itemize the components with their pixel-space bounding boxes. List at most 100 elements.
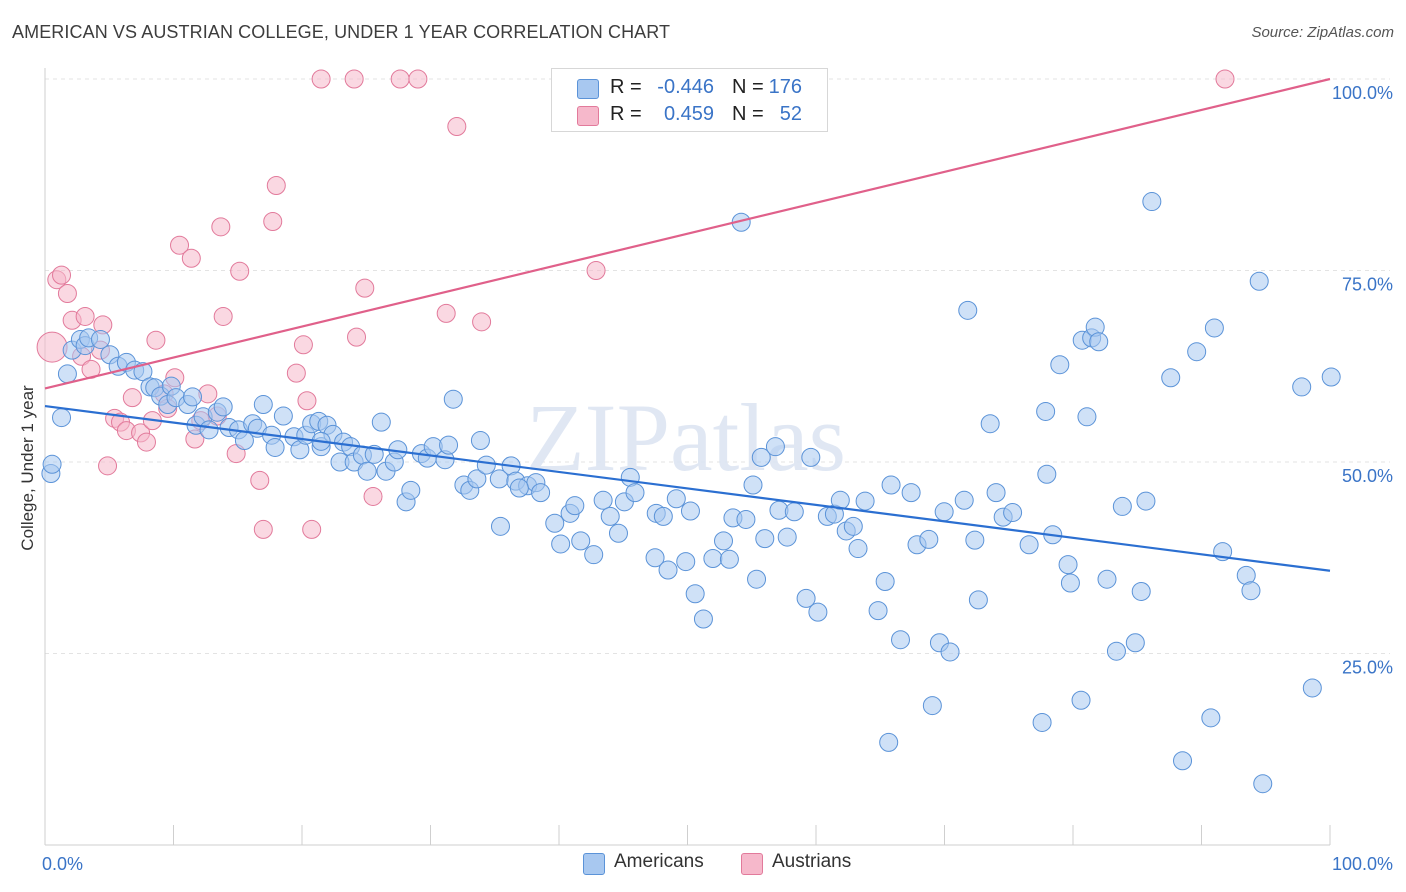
legend-n-label: N =	[732, 76, 764, 98]
americans-point	[1097, 569, 1117, 589]
americans-point	[470, 431, 490, 451]
americans-point	[1071, 690, 1091, 710]
americans-point	[968, 590, 988, 610]
americans-point	[183, 387, 202, 407]
americans-point	[1241, 581, 1261, 601]
americans-point	[565, 496, 585, 516]
americans-point	[919, 529, 939, 549]
americans-point	[934, 502, 954, 522]
americans-point	[42, 454, 62, 474]
americans-point	[1292, 377, 1312, 397]
austrians-point	[311, 69, 331, 89]
austrians-trend-line	[44, 77, 1331, 390]
americans-point	[1050, 355, 1070, 375]
americans-point	[743, 475, 763, 495]
austrians-point	[230, 261, 250, 281]
austrians-point	[436, 303, 456, 323]
americans-point	[719, 549, 739, 569]
americans-point	[843, 516, 863, 536]
americans-point	[645, 548, 665, 568]
americans-swatch	[577, 79, 599, 99]
americans-point	[714, 531, 733, 551]
americans-point	[401, 480, 421, 500]
americans-point	[830, 490, 850, 510]
y-axis-label: College, Under 1 year	[18, 385, 37, 551]
legend-row-austrians: R = 0.459 N = 52	[552, 101, 827, 129]
americans-point	[676, 552, 696, 572]
austrians-point	[408, 69, 428, 89]
americans-point	[954, 490, 974, 510]
americans-point	[685, 584, 705, 604]
legend-r-label: R =	[610, 103, 642, 125]
austrians-point	[75, 306, 95, 326]
austrians-point	[1215, 69, 1235, 89]
americans-point	[443, 389, 463, 409]
legend-r-value: 0.459	[663, 103, 714, 125]
austrians-point	[263, 211, 283, 231]
legend-n-value: 176	[768, 76, 802, 98]
americans-point	[1253, 774, 1273, 794]
americans-point	[922, 696, 942, 716]
stats-legend: R = -0.446 N = 176 R = 0.459 N = 52	[551, 68, 828, 132]
americans-point	[980, 414, 1000, 434]
americans-point	[509, 478, 529, 498]
americans-point	[608, 523, 628, 543]
austrians-point	[98, 456, 118, 476]
americans-point	[357, 461, 377, 481]
americans-legend-label: Americans	[614, 851, 704, 872]
americans-point	[765, 437, 785, 457]
chart-title: AMERICAN VS AUSTRIAN COLLEGE, UNDER 1 YE…	[12, 22, 671, 42]
austrians-point	[297, 391, 317, 411]
americans-point	[467, 469, 487, 489]
y-tick-label: 75.0%	[1342, 275, 1393, 295]
americans-point	[1058, 555, 1078, 575]
austrians-point	[390, 69, 410, 89]
americans-point	[371, 412, 391, 432]
austrians-point	[52, 265, 72, 285]
americans-point	[571, 531, 591, 551]
austrians-point	[250, 470, 270, 490]
americans-point	[801, 447, 821, 467]
americans-point	[868, 601, 888, 621]
americans-point	[90, 329, 110, 349]
austrians-point	[198, 384, 218, 404]
americans-point	[1032, 712, 1052, 732]
americans-point	[531, 483, 551, 503]
americans-point	[253, 395, 273, 415]
americans-point	[1131, 581, 1151, 601]
americans-point	[584, 545, 604, 565]
austrians-point	[363, 486, 383, 506]
americans-point	[653, 506, 673, 526]
americans-point	[1106, 641, 1126, 661]
americans-point	[1204, 318, 1224, 338]
americans-point	[1089, 332, 1109, 352]
americans-point	[666, 489, 686, 509]
x-tick-label-end: 100.0%	[1332, 854, 1393, 874]
austrians-point	[472, 312, 492, 332]
americans-point	[1187, 342, 1207, 362]
americans-point	[199, 420, 219, 440]
americans-point	[1019, 535, 1039, 555]
americans-point	[879, 732, 899, 752]
americans-point	[490, 516, 510, 536]
austrians-point	[302, 519, 322, 539]
americans-point	[680, 501, 700, 521]
americans-point	[1136, 491, 1156, 511]
austrians-point	[253, 519, 273, 539]
austrians-point	[122, 388, 142, 408]
austrians-point	[347, 327, 367, 347]
americans-point	[784, 502, 804, 522]
americans-point	[1321, 367, 1341, 387]
americans-point	[1037, 464, 1057, 484]
americans-point	[901, 483, 921, 503]
grid-lines	[45, 78, 1390, 654]
americans-point	[658, 560, 678, 580]
austrians-point	[286, 363, 306, 383]
americans-point	[1161, 368, 1181, 388]
americans-point	[751, 447, 771, 467]
y-tick-label: 100.0%	[1332, 83, 1393, 103]
austrians-point	[136, 432, 156, 452]
americans-point	[881, 475, 901, 495]
americans-point	[57, 364, 77, 384]
